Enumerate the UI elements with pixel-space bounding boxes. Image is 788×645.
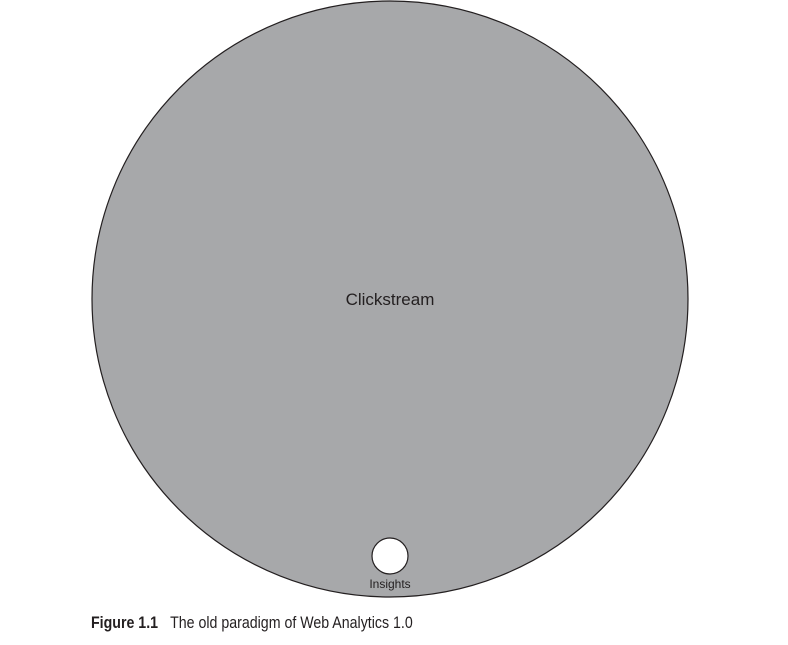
insights-circle [371, 537, 409, 575]
insights-label: Insights [369, 577, 410, 591]
clickstream-label: Clickstream [346, 290, 435, 309]
figure-caption: Figure 1.1 The old paradigm of Web Analyt… [91, 614, 413, 633]
figure-title: The old paradigm of Web Analytics 1.0 [170, 614, 413, 632]
clickstream-circle [91, 0, 689, 598]
figure-number: Figure 1.1 [91, 614, 159, 632]
